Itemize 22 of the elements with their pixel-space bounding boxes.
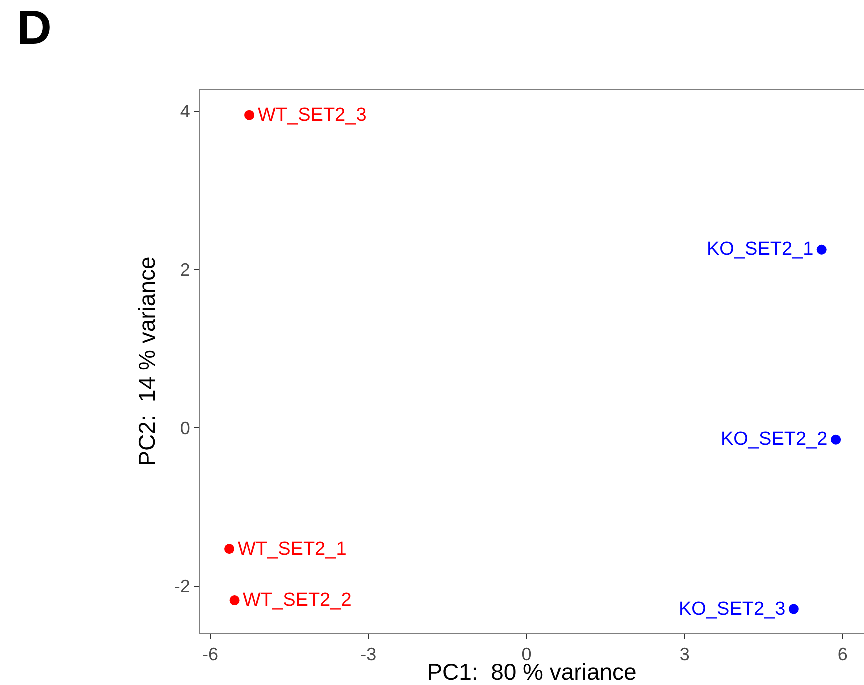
point bbox=[244, 110, 255, 120]
annotation: KO_SET2_1 bbox=[707, 239, 814, 260]
y-axis-title: PC2: 14 % variance bbox=[134, 256, 160, 466]
x-tick-label: 6 bbox=[838, 644, 848, 665]
y-tick-label: -2 bbox=[174, 576, 190, 597]
x-tick-label: 3 bbox=[680, 644, 690, 665]
annotation: WT_SET2_1 bbox=[238, 539, 347, 560]
point bbox=[816, 244, 827, 255]
annotation: WT_SET2_3 bbox=[258, 105, 367, 126]
point bbox=[230, 596, 240, 606]
annotation: KO_SET2_2 bbox=[721, 429, 828, 450]
x-tick-label: -3 bbox=[360, 644, 377, 665]
chart-title: D bbox=[17, 2, 52, 55]
y-tick-label: 2 bbox=[180, 260, 190, 280]
point bbox=[831, 434, 842, 445]
point bbox=[224, 544, 235, 554]
x-tick-label: -6 bbox=[202, 644, 219, 665]
point bbox=[788, 604, 799, 614]
y-tick-label: 0 bbox=[180, 418, 190, 438]
annotation: WT_SET2_2 bbox=[243, 590, 352, 611]
y-tick-label: 4 bbox=[180, 102, 190, 122]
annotation: KO_SET2_3 bbox=[679, 599, 786, 620]
